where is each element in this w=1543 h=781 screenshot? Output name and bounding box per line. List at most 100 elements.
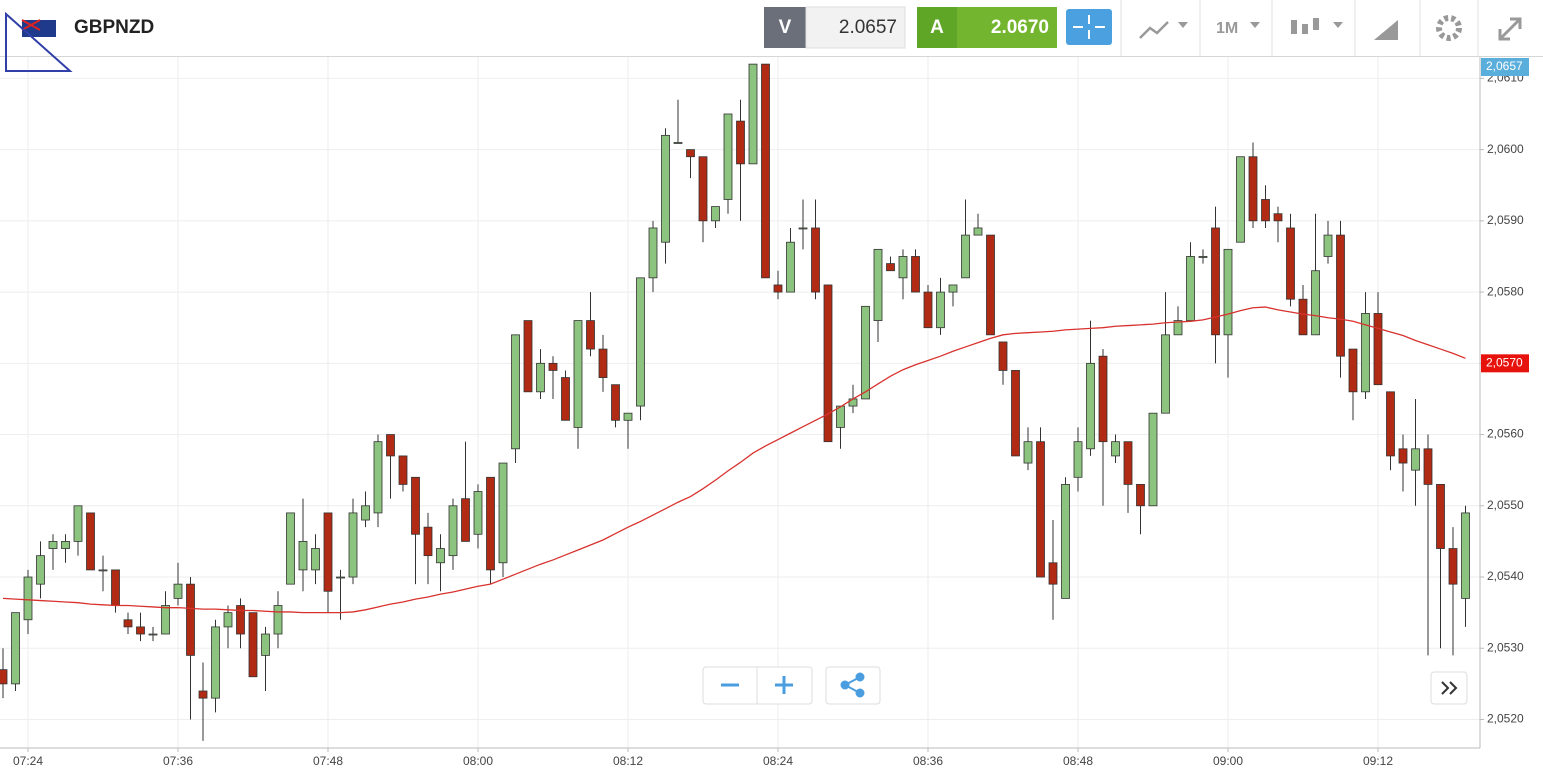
candle-body <box>1198 256 1208 258</box>
x-tick-label: 08:12 <box>613 754 643 768</box>
buy-price-box[interactable] <box>957 7 1057 48</box>
candle-icon[interactable] <box>1291 18 1319 34</box>
x-tick-label: 09:12 <box>1363 754 1393 768</box>
candle-body <box>561 377 570 421</box>
crosshair-button[interactable] <box>1066 9 1112 45</box>
y-tick-label: 2,0590 <box>1487 213 1524 227</box>
candle-body <box>73 505 83 542</box>
moving-average-line <box>2 306 1466 614</box>
candle-body <box>1273 213 1283 222</box>
candle-body <box>536 362 545 393</box>
candle-body <box>511 334 520 450</box>
candle-body <box>136 626 145 635</box>
share-button[interactable] <box>840 672 865 698</box>
fullscreen-icon[interactable] <box>1498 17 1522 41</box>
plot-content <box>0 57 1480 748</box>
candle-body <box>1148 412 1158 507</box>
buy-button[interactable] <box>917 7 957 48</box>
candle-body <box>673 142 683 144</box>
candle-body <box>1448 548 1458 585</box>
share-box <box>825 666 881 705</box>
candle-body <box>636 277 645 407</box>
timeframe[interactable]: 1M <box>1216 20 1238 37</box>
sell-button[interactable] <box>764 7 806 48</box>
candle-body <box>1186 256 1195 321</box>
candle-body <box>1111 441 1120 457</box>
drawing-triangle <box>5 11 73 72</box>
candle-body <box>211 626 220 699</box>
candle-body <box>861 305 870 400</box>
candle-body <box>711 206 720 222</box>
candle-body <box>948 284 958 293</box>
symbol: GBPNZD <box>74 17 154 38</box>
candle-body <box>223 612 233 628</box>
candle-body <box>111 569 120 606</box>
candle-body <box>798 227 808 230</box>
candle-body <box>661 134 670 243</box>
candle-body <box>836 405 845 428</box>
candle-body <box>1436 484 1445 549</box>
candle-body <box>161 605 170 635</box>
candle-body <box>373 441 383 514</box>
candle-body <box>61 541 70 549</box>
candle-body <box>873 248 883 321</box>
candle-body <box>1011 370 1020 457</box>
candle-body <box>1123 441 1133 485</box>
candle-body <box>298 541 308 571</box>
last-price-tag-label: 2,0657 <box>1486 59 1523 73</box>
candle-body <box>1048 562 1058 585</box>
candle-body <box>1223 248 1233 336</box>
zoom-in-button[interactable] <box>775 676 793 694</box>
candle-body <box>1136 484 1145 507</box>
candle-body <box>973 227 983 236</box>
crosshair-icon <box>1073 15 1105 39</box>
candle-body <box>423 526 433 557</box>
candle-body <box>1311 270 1320 336</box>
dropdown-arrow <box>1178 22 1188 28</box>
candle-body <box>1261 199 1270 222</box>
candle-body <box>1236 156 1245 243</box>
candle-body <box>273 605 283 635</box>
candle-body <box>1373 313 1383 386</box>
candle-body <box>473 491 483 535</box>
candle-body <box>1323 234 1333 257</box>
drawing-tool-icon[interactable] <box>1374 20 1398 40</box>
candle-body <box>523 320 533 393</box>
candle-body <box>261 633 270 656</box>
candle-body <box>998 341 1008 371</box>
settings-icon[interactable] <box>1436 15 1462 41</box>
plot-area <box>0 57 1480 748</box>
candle-body <box>286 512 295 585</box>
candle-body <box>236 605 245 635</box>
candle-body <box>1023 441 1033 464</box>
buy-label[interactable]: A <box>930 17 944 38</box>
scroll-right-button[interactable] <box>1441 681 1458 695</box>
candle-body <box>1336 234 1345 357</box>
candle-body <box>761 63 770 279</box>
candle-body <box>1161 334 1170 414</box>
x-tick-label: 07:24 <box>13 754 43 768</box>
chart-type-icon[interactable] <box>1139 21 1169 39</box>
candle-body <box>936 291 945 329</box>
sell-price[interactable]: 2.0657 <box>839 17 897 38</box>
candle-body <box>623 412 633 421</box>
candle-body <box>1061 484 1070 599</box>
candle-body <box>773 284 783 293</box>
candle-body <box>486 476 495 571</box>
candle-body <box>498 462 508 564</box>
ma-price-tag <box>1481 354 1529 373</box>
candle-body <box>786 241 795 293</box>
sell-price-box[interactable] <box>805 6 906 49</box>
candle-body <box>1423 448 1433 485</box>
x-tick-label: 09:00 <box>1213 754 1243 768</box>
candle-body <box>748 63 758 165</box>
candle-body <box>1361 313 1370 393</box>
dropdown-arrow <box>1333 22 1343 28</box>
candle-body <box>411 476 420 535</box>
buy-price[interactable]: 2.0670 <box>991 17 1049 38</box>
x-tick-label: 08:36 <box>913 754 943 768</box>
candle-body <box>448 505 458 557</box>
sell-label[interactable]: V <box>779 17 792 38</box>
